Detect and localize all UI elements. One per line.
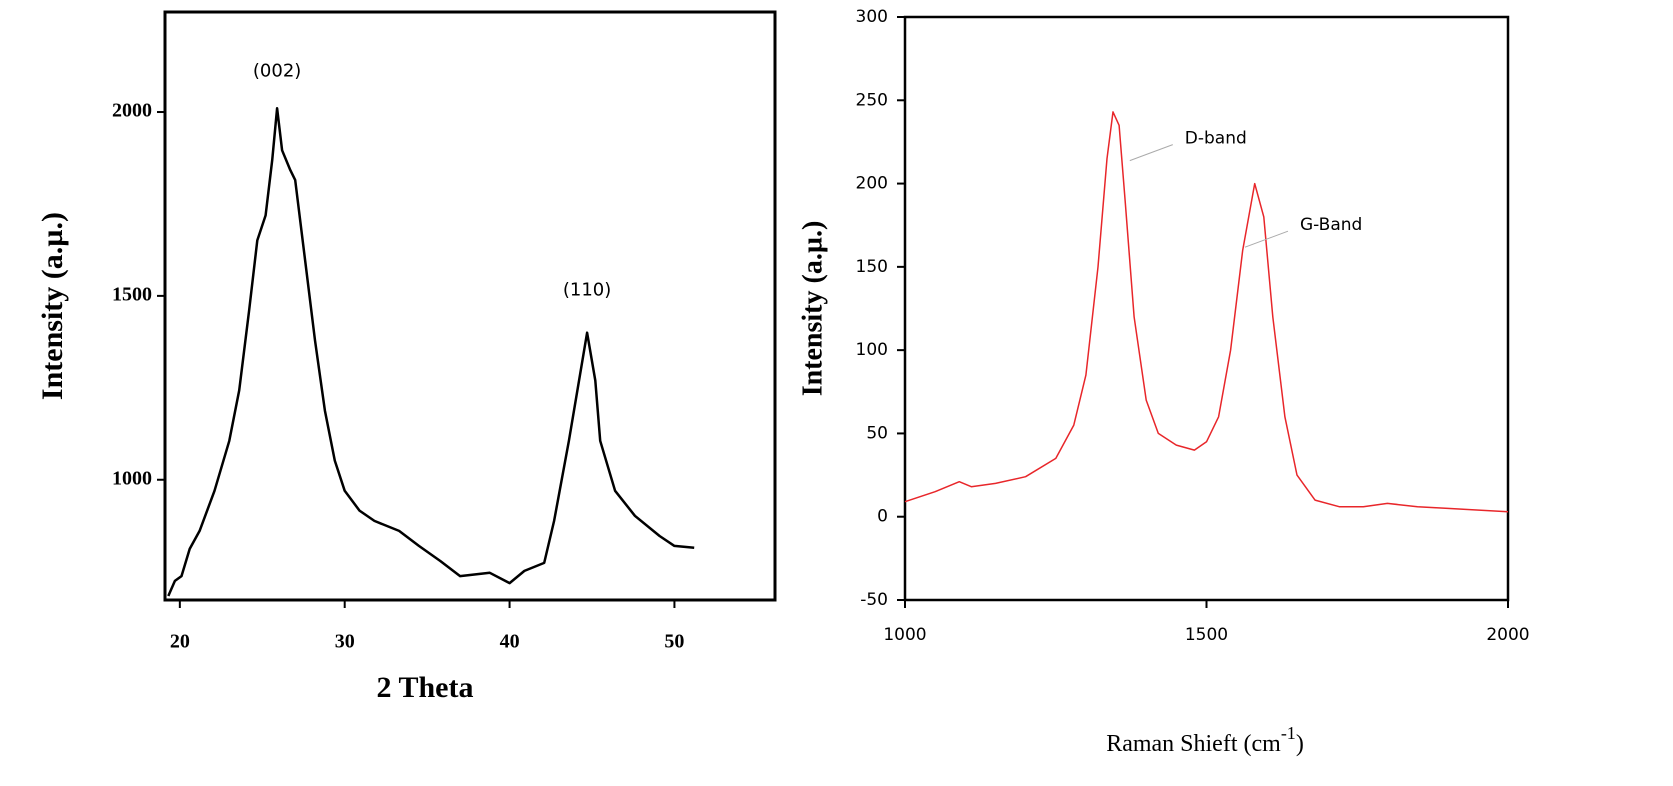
x-tick-label: 2000 — [1486, 625, 1529, 645]
x-axis-label-superscript: -1 — [1281, 723, 1296, 743]
x-axis-label: Raman Shieft (cm-1) — [1106, 723, 1304, 756]
x-tick-label: 1500 — [1185, 625, 1228, 645]
annotation: (110) — [563, 279, 611, 300]
y-tick-label: 250 — [856, 90, 888, 110]
y-tick-label: 1000 — [112, 467, 152, 489]
x-tick-label: 50 — [664, 631, 684, 653]
y-axis-label: Intensity (a.µ.) — [36, 212, 69, 400]
y-axis-label: Intensity (a.µ.) — [797, 221, 828, 397]
y-tick-label: 50 — [866, 423, 888, 443]
y-tick-label: 100 — [856, 340, 888, 360]
x-axis-label-part: ) — [1296, 731, 1304, 757]
data-line — [167, 107, 695, 597]
x-tick-label: 30 — [335, 631, 355, 653]
plot-frame — [163, 10, 777, 602]
y-tick-label: 0 — [877, 507, 888, 527]
x-tick-label: 40 — [500, 631, 520, 653]
y-tick-label: 300 — [856, 7, 888, 27]
y-tick-label: 150 — [856, 257, 888, 277]
y-tick-label: 1500 — [112, 283, 152, 305]
annotation: (002) — [253, 61, 301, 82]
y-tick-label: 2000 — [112, 100, 152, 122]
y-tick-label: 200 — [856, 174, 888, 194]
annotation: D-band — [1185, 129, 1247, 149]
x-tick-label: 1000 — [883, 625, 926, 645]
x-tick-label: 20 — [170, 631, 190, 653]
x-axis-label-part: Raman Shieft (cm — [1106, 731, 1281, 757]
annotation-leader — [1244, 230, 1289, 248]
y-tick-label: -50 — [860, 590, 888, 610]
x-axis-label: 2 Theta — [377, 671, 474, 704]
plot-frame — [903, 15, 1510, 602]
data-line — [904, 111, 1509, 513]
annotation: G-Band — [1300, 215, 1362, 235]
annotation-leader — [1129, 144, 1173, 162]
